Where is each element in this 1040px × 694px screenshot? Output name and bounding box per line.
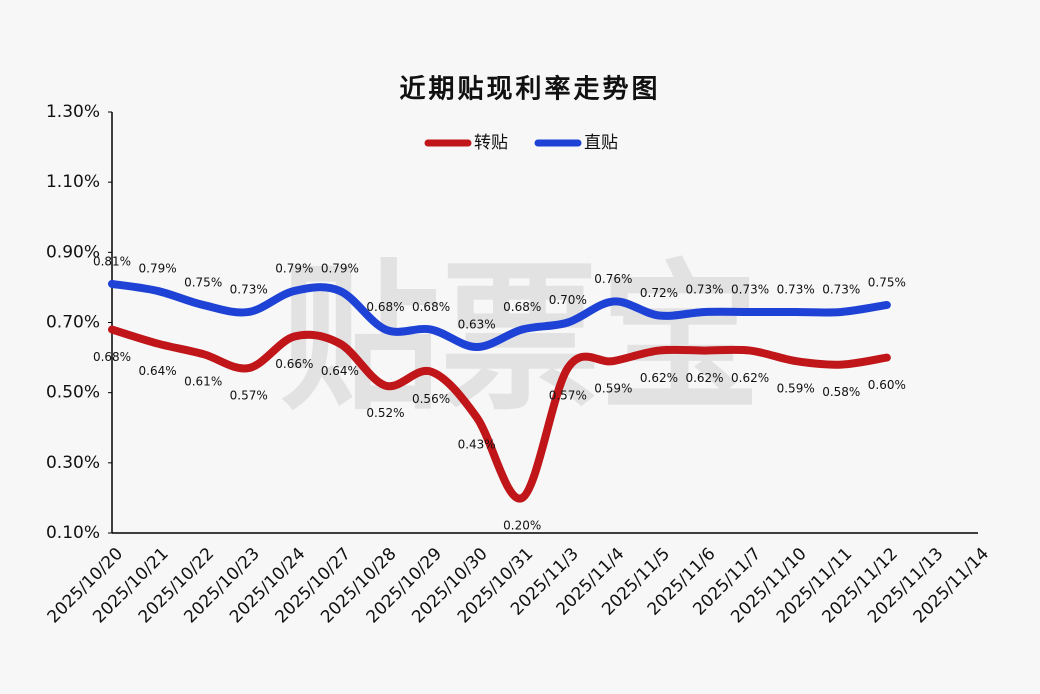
series-line — [108, 279, 891, 352]
legend-label: 直贴 — [584, 133, 618, 153]
data-label: 0.57% — [549, 389, 587, 403]
data-label: 0.62% — [731, 371, 769, 385]
data-label: 0.61% — [184, 375, 222, 389]
y-tick-label: 0.10% — [46, 523, 100, 543]
data-label: 0.75% — [184, 275, 222, 289]
data-label: 0.73% — [731, 282, 769, 296]
data-label: 0.59% — [777, 382, 815, 396]
data-label: 0.73% — [777, 282, 815, 296]
data-label: 0.73% — [822, 282, 860, 296]
series-line — [108, 325, 891, 503]
data-label: 0.68% — [366, 300, 404, 314]
data-label: 0.43% — [458, 438, 496, 452]
watermark: 贴票宝 — [280, 245, 760, 432]
data-label: 0.20% — [503, 518, 541, 532]
y-tick-label: 1.10% — [46, 172, 100, 192]
data-label: 0.73% — [685, 282, 723, 296]
data-label: 0.58% — [822, 385, 860, 399]
data-label: 0.63% — [458, 318, 496, 332]
data-label: 0.68% — [412, 300, 450, 314]
data-label: 0.73% — [230, 282, 268, 296]
data-label: 0.81% — [93, 254, 131, 268]
data-label: 0.70% — [549, 293, 587, 307]
data-label: 0.62% — [685, 371, 723, 385]
data-label: 0.68% — [503, 300, 541, 314]
data-label: 0.60% — [868, 378, 906, 392]
data-label: 0.57% — [230, 389, 268, 403]
y-tick-label: 0.30% — [46, 453, 100, 473]
data-label: 0.75% — [868, 275, 906, 289]
legend-label: 转贴 — [474, 133, 508, 153]
y-tick-label: 0.90% — [46, 242, 100, 262]
y-tick-label: 1.30% — [46, 102, 100, 122]
y-tick-label: 0.50% — [46, 383, 100, 403]
data-label: 0.68% — [93, 350, 131, 364]
data-label: 0.79% — [139, 261, 177, 275]
data-label: 0.59% — [594, 382, 632, 396]
data-label: 0.79% — [321, 261, 359, 275]
data-label: 0.72% — [640, 286, 678, 300]
data-label: 0.66% — [275, 357, 313, 371]
chart-title: 近期贴现利率走势图 — [399, 74, 660, 105]
data-label: 0.64% — [139, 364, 177, 378]
data-label: 0.62% — [640, 371, 678, 385]
data-label: 0.56% — [412, 392, 450, 406]
data-label: 0.76% — [594, 272, 632, 286]
y-tick-label: 0.70% — [46, 313, 100, 333]
data-label: 0.52% — [366, 406, 404, 420]
data-label: 0.79% — [275, 261, 313, 275]
data-label: 0.64% — [321, 364, 359, 378]
